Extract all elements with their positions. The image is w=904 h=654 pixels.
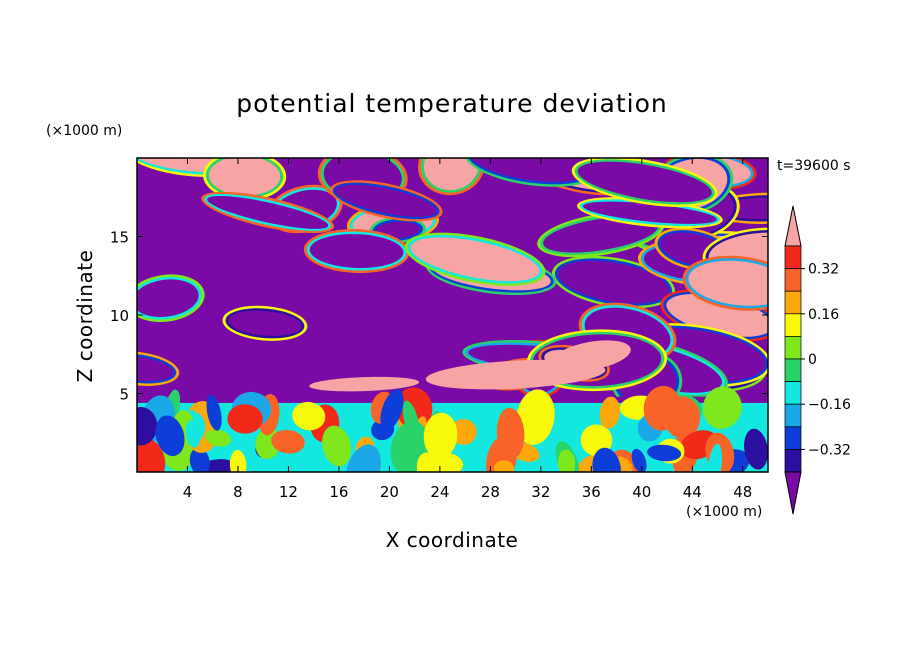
field-cell (744, 428, 768, 470)
colorbar-top-arrow (784, 205, 802, 247)
field-cell (189, 447, 210, 472)
field-cell (205, 429, 232, 447)
field-cell (516, 389, 555, 445)
colorbar-band (784, 268, 802, 292)
field-patch (410, 237, 540, 282)
colorbar-tick-label: −0.32 (808, 442, 851, 458)
chart-title: potential temperature deviation (236, 89, 667, 118)
field-cell (496, 407, 525, 459)
x-tick-label: 44 (683, 483, 702, 501)
field-cell (137, 407, 158, 446)
y-tick-label: 10 (110, 307, 129, 325)
field-cell (423, 412, 458, 459)
field-cell (558, 449, 576, 472)
y-tick-label: 15 (110, 229, 129, 247)
colorbar-bottom-arrow (784, 471, 802, 515)
field-cell (155, 415, 185, 457)
field-cell (227, 404, 263, 434)
field-patch (470, 158, 595, 182)
colorbar-tick-label: 0.16 (808, 307, 839, 323)
x-tick-label: 12 (279, 483, 298, 501)
y-axis: 5 10 15 (110, 229, 768, 404)
field-cell (416, 452, 443, 472)
field-cell (292, 401, 326, 431)
plot-area (137, 158, 768, 472)
y-unit-label: (×1000 m) (46, 123, 122, 139)
field-cell (345, 444, 381, 472)
x-axis-label: X coordinate (386, 528, 519, 552)
y-axis-label: Z coordinate (73, 250, 97, 383)
colorbar-band (784, 449, 802, 473)
time-label: t=39600 s (777, 158, 851, 174)
field-patch (557, 260, 669, 304)
x-tick-label: 32 (531, 483, 550, 501)
field-cell (137, 437, 166, 472)
colorbar-band (784, 313, 802, 337)
field-cell (185, 419, 201, 448)
colorbar-tick-label: −0.16 (808, 397, 851, 413)
field-patch (207, 195, 329, 229)
contour-field (137, 158, 768, 472)
field-patch (688, 260, 768, 306)
field-patch (228, 310, 302, 336)
y-tick-label: 5 (119, 386, 129, 404)
colorbar-band (784, 290, 802, 315)
field-cell (271, 429, 305, 454)
colorbar-band (784, 381, 802, 405)
field-cell (380, 389, 404, 431)
field-cell (592, 447, 621, 472)
field-plume (551, 340, 631, 372)
x-tick-label: 48 (733, 483, 752, 501)
field-patch (582, 201, 717, 224)
x-tick-label: 24 (430, 483, 449, 501)
x-axis: 4 8 12 16 20 24 28 32 36 40 44 48 (183, 158, 752, 501)
colorbar-band (784, 426, 802, 450)
field-patch (137, 279, 199, 318)
field-patch (309, 234, 404, 269)
field-patch (335, 184, 437, 217)
colorbar-band (784, 403, 802, 428)
field-cell (206, 394, 222, 431)
colorbar-tick-label: 0.32 (808, 262, 839, 278)
field-plume (309, 376, 420, 392)
field-cell (322, 425, 352, 467)
x-tick-label: 40 (632, 483, 651, 501)
colorbar-band (784, 245, 802, 269)
field-cell (402, 400, 420, 441)
field-patch (577, 161, 712, 203)
field-cell (599, 396, 620, 429)
x-tick-label: 20 (380, 483, 399, 501)
field-cell (493, 460, 515, 472)
colorbar-band (784, 336, 802, 360)
field-cell (229, 449, 247, 472)
field-cell (707, 443, 723, 472)
field-patch (208, 158, 281, 196)
x-tick-label: 28 (481, 483, 500, 501)
colorbar-tick-label: 0 (808, 352, 817, 368)
field-cell (643, 385, 682, 431)
field-cell (702, 386, 742, 429)
x-tick-label: 4 (183, 483, 193, 501)
colorbar: 0.32 0.16 0 −0.16 −0.32 (784, 205, 851, 515)
x-tick-label: 36 (582, 483, 601, 501)
x-tick-label: 8 (233, 483, 243, 501)
field-cell (631, 448, 647, 472)
field-cell (647, 444, 682, 462)
x-unit-label: (×1000 m) (686, 504, 762, 520)
field-patch (423, 158, 479, 191)
x-tick-label: 16 (329, 483, 348, 501)
field-patch (543, 216, 659, 253)
colorbar-band (784, 358, 802, 382)
